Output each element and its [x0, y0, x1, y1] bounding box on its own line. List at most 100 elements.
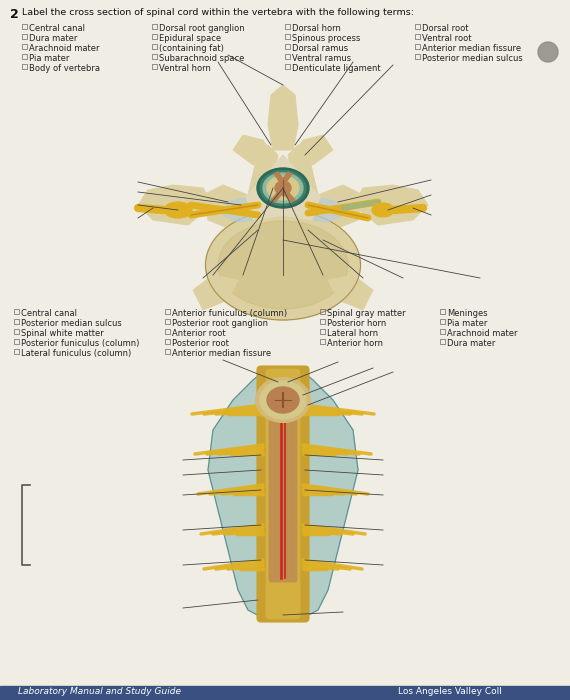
Text: Spinous process: Spinous process: [292, 34, 360, 43]
Ellipse shape: [267, 176, 299, 200]
Bar: [320, 309, 325, 314]
Polygon shape: [328, 275, 373, 310]
Bar: [285, 64, 290, 69]
Bar: [440, 328, 445, 333]
Text: Laboratory Manual and Study Guide: Laboratory Manual and Study Guide: [18, 687, 181, 696]
Text: Anterior root: Anterior root: [172, 329, 226, 338]
Bar: [165, 318, 170, 323]
Text: Posterior median sulcus: Posterior median sulcus: [422, 54, 523, 63]
Polygon shape: [288, 145, 318, 200]
Text: Arachnoid mater: Arachnoid mater: [447, 329, 518, 338]
Bar: [14, 309, 19, 314]
Polygon shape: [233, 135, 273, 165]
Bar: [14, 318, 19, 323]
Text: Body of vertebra: Body of vertebra: [29, 64, 100, 73]
Text: Dorsal root ganglion: Dorsal root ganglion: [159, 24, 245, 33]
Text: Ventral horn: Ventral horn: [159, 64, 211, 73]
Bar: [152, 24, 157, 29]
Text: Dorsal horn: Dorsal horn: [292, 24, 341, 33]
Polygon shape: [138, 185, 213, 225]
Ellipse shape: [538, 42, 558, 62]
Polygon shape: [353, 185, 428, 225]
Bar: [415, 43, 420, 48]
Text: Anterior median fissure: Anterior median fissure: [422, 44, 521, 53]
Text: Dura mater: Dura mater: [29, 34, 78, 43]
Text: Lateral horn: Lateral horn: [327, 329, 378, 338]
Polygon shape: [313, 198, 343, 222]
Bar: [14, 328, 19, 333]
Text: Anterior funiculus (column): Anterior funiculus (column): [172, 309, 287, 318]
Text: Dorsal root: Dorsal root: [422, 24, 469, 33]
Bar: [415, 34, 420, 38]
Bar: [14, 349, 19, 354]
FancyBboxPatch shape: [269, 408, 297, 582]
Polygon shape: [208, 370, 358, 620]
Text: Ventral ramus: Ventral ramus: [292, 54, 351, 63]
Bar: [415, 53, 420, 59]
Polygon shape: [268, 85, 298, 150]
Bar: [285, 43, 290, 48]
Text: 2: 2: [10, 8, 19, 21]
Text: Posterior median sulcus: Posterior median sulcus: [21, 319, 122, 328]
Text: Lateral funiculus (column): Lateral funiculus (column): [21, 349, 131, 358]
Bar: [14, 339, 19, 344]
Text: (containing fat): (containing fat): [159, 44, 224, 53]
Text: Posterior root: Posterior root: [172, 339, 229, 348]
Text: Ventral root: Ventral root: [422, 34, 471, 43]
FancyBboxPatch shape: [266, 369, 300, 619]
Ellipse shape: [257, 168, 309, 208]
Bar: [415, 24, 420, 29]
Text: Label the cross section of spinal cord within the vertebra with the following te: Label the cross section of spinal cord w…: [22, 8, 414, 17]
Text: Posterior funiculus (column): Posterior funiculus (column): [21, 339, 140, 348]
Polygon shape: [313, 185, 363, 230]
Ellipse shape: [260, 171, 306, 206]
Polygon shape: [293, 135, 333, 165]
Ellipse shape: [260, 381, 306, 419]
Text: Dura mater: Dura mater: [447, 339, 495, 348]
Bar: [285, 53, 290, 59]
Text: Anterior horn: Anterior horn: [327, 339, 383, 348]
Text: Los Angeles Valley Coll: Los Angeles Valley Coll: [398, 687, 502, 696]
Bar: [0, 686, 570, 700]
Text: Central canal: Central canal: [21, 309, 77, 318]
Ellipse shape: [255, 377, 311, 423]
Text: Arachnoid mater: Arachnoid mater: [29, 44, 100, 53]
Bar: [165, 309, 170, 314]
Polygon shape: [274, 172, 284, 182]
Polygon shape: [271, 192, 282, 202]
Polygon shape: [203, 185, 253, 230]
Text: Spinal white matter: Spinal white matter: [21, 329, 104, 338]
Bar: [285, 24, 290, 29]
Bar: [165, 339, 170, 344]
Ellipse shape: [275, 181, 291, 195]
Ellipse shape: [269, 389, 297, 411]
Polygon shape: [284, 192, 295, 202]
Text: Epidural space: Epidural space: [159, 34, 221, 43]
Polygon shape: [282, 172, 292, 182]
Bar: [22, 64, 27, 69]
Polygon shape: [248, 145, 278, 200]
Bar: [440, 339, 445, 344]
Bar: [152, 34, 157, 38]
Bar: [165, 349, 170, 354]
Bar: [440, 318, 445, 323]
Bar: [152, 64, 157, 69]
Text: Spinal gray matter: Spinal gray matter: [327, 309, 406, 318]
Text: Dorsal ramus: Dorsal ramus: [292, 44, 348, 53]
Text: Central canal: Central canal: [29, 24, 85, 33]
Text: Anterior median fissure: Anterior median fissure: [172, 349, 271, 358]
Bar: [320, 318, 325, 323]
Bar: [165, 328, 170, 333]
Ellipse shape: [372, 203, 394, 217]
Text: Posterior root ganglion: Posterior root ganglion: [172, 319, 268, 328]
Polygon shape: [223, 198, 253, 222]
Text: Meninges: Meninges: [447, 309, 487, 318]
FancyBboxPatch shape: [257, 366, 309, 622]
Ellipse shape: [267, 387, 299, 413]
Bar: [152, 53, 157, 59]
Bar: [152, 43, 157, 48]
Bar: [22, 53, 27, 59]
Bar: [22, 43, 27, 48]
Bar: [22, 34, 27, 38]
Bar: [285, 34, 290, 38]
